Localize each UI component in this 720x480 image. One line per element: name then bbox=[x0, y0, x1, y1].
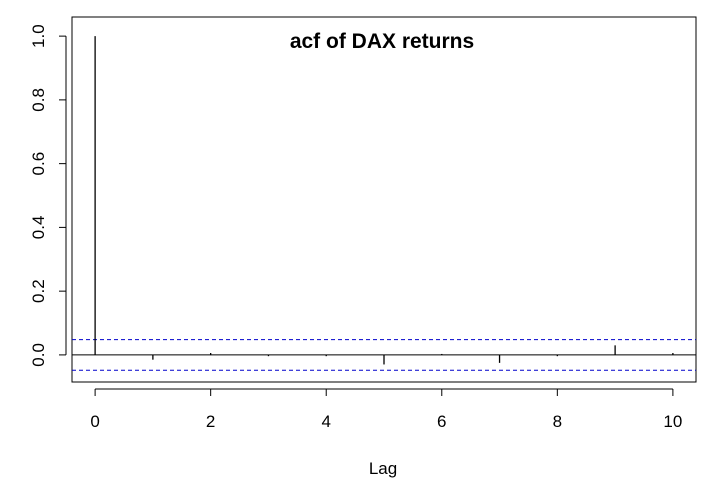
chart-title: acf of DAX returns bbox=[290, 30, 474, 53]
x-tick-label: 6 bbox=[437, 412, 446, 431]
y-tick-label: 0.2 bbox=[29, 279, 48, 303]
x-tick-label: 10 bbox=[663, 412, 682, 431]
y-tick-label: 1.0 bbox=[29, 24, 48, 48]
x-tick-label: 8 bbox=[553, 412, 562, 431]
x-axis: 0 2 4 6 8 10 bbox=[90, 388, 682, 431]
y-tick-label: 0.4 bbox=[29, 216, 48, 240]
y-tick-label: 0.0 bbox=[29, 343, 48, 367]
x-tick-label: 2 bbox=[206, 412, 215, 431]
x-axis-title: Lag bbox=[369, 459, 397, 478]
plot-frame bbox=[71, 16, 697, 383]
x-tick-label: 0 bbox=[90, 412, 99, 431]
x-tick-label: 4 bbox=[321, 412, 330, 431]
acf-series bbox=[72, 36, 696, 371]
y-axis: 0.0 0.2 0.4 0.6 0.8 1.0 bbox=[29, 24, 67, 367]
y-tick-label: 0.6 bbox=[29, 152, 48, 176]
y-tick-label: 0.8 bbox=[29, 88, 48, 112]
